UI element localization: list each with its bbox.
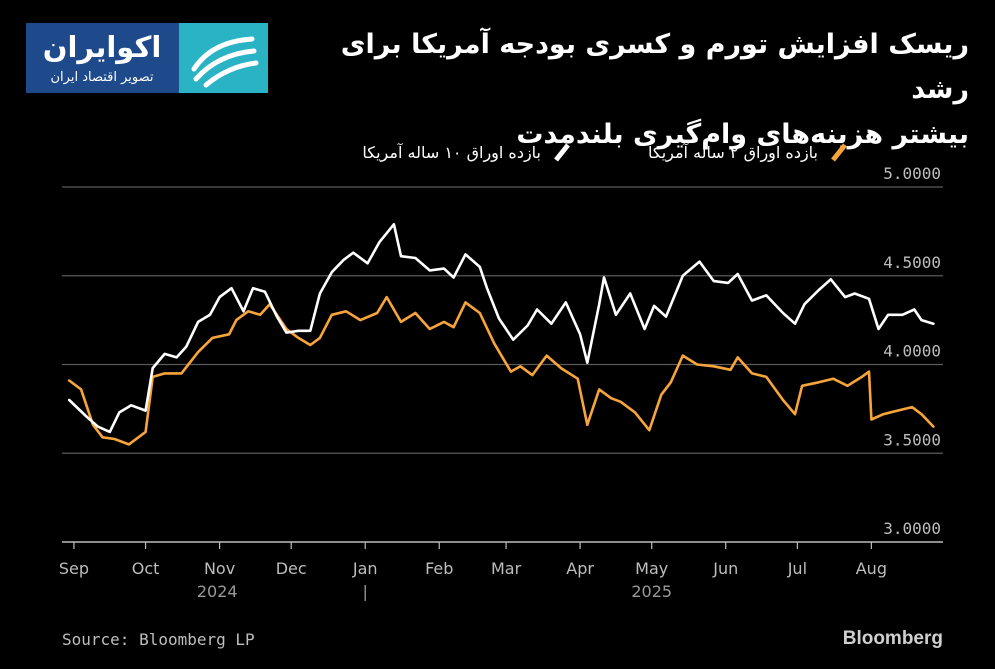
x-year-label: 2024 [197, 582, 238, 601]
series-line-10y [67, 223, 935, 434]
legend-swatch-2y [831, 143, 847, 162]
chart-series [67, 223, 935, 446]
y-axis: 5.0000 4.5000 4.0000 3.5000 3.0000 [883, 164, 941, 538]
y-tick-label: 4.5000 [883, 253, 941, 272]
chart-title-line-2: بیشتر هزینه‌های وام‌گیری بلندمدت [516, 119, 969, 150]
legend-label-10y: بازده اوراق ۱۰ ساله آمریکا [362, 143, 541, 163]
source-note: Source: Bloomberg LP [62, 630, 255, 649]
ecoiran-logo-graphic: اکوایران تصویر اقتصاد ایران [26, 23, 268, 93]
x-tick-label: Sep [59, 559, 89, 578]
y-tick-label: 3.5000 [883, 430, 941, 449]
year-separator: | [363, 582, 368, 601]
y-tick-label: 3.0000 [883, 519, 941, 538]
y-tick-label: 5.0000 [883, 164, 941, 183]
x-year-label: 2025 [631, 582, 672, 601]
ecoiran-logo[interactable]: اکوایران تصویر اقتصاد ایران [26, 23, 268, 93]
chart-legend: بازده اوراق ۲ ساله آمریکا بازده اوراق ۱۰ … [362, 143, 847, 163]
x-tick-label: Dec [276, 559, 307, 578]
chart-grid [62, 186, 943, 543]
series-line-2y [67, 295, 935, 446]
x-tick-label: Apr [566, 559, 594, 578]
x-tick-label: Jan [352, 559, 378, 578]
x-tick-label: Jun [712, 559, 738, 578]
x-tick-label: May [635, 559, 668, 578]
logo-mark-icon [191, 36, 259, 88]
chart-title-line-1: ریسک افزایش تورم و کسری بودجه آمریکا برا… [340, 29, 969, 105]
x-tick-label: Jul [787, 559, 807, 578]
x-tick-label: Mar [491, 559, 522, 578]
legend-swatch-10y [554, 143, 570, 162]
logo-name: اکوایران [43, 30, 162, 64]
legend-label-2y: بازده اوراق ۲ ساله آمریکا [648, 143, 818, 163]
logo-tagline: تصویر اقتصاد ایران [51, 70, 154, 85]
chart-title: ریسک افزایش تورم و کسری بودجه آمریکا برا… [309, 22, 969, 157]
x-tick-label: Nov [204, 559, 235, 578]
y-tick-label: 4.0000 [883, 342, 941, 361]
x-tick-label: Feb [425, 559, 453, 578]
x-axis: Sep Oct Nov Dec Jan Feb Mar Apr May Jun Jul Aug 2024… [59, 542, 887, 601]
bloomberg-brand: Bloomberg [842, 628, 943, 649]
x-tick-label: Aug [856, 559, 887, 578]
x-tick-label: Oct [132, 559, 160, 578]
